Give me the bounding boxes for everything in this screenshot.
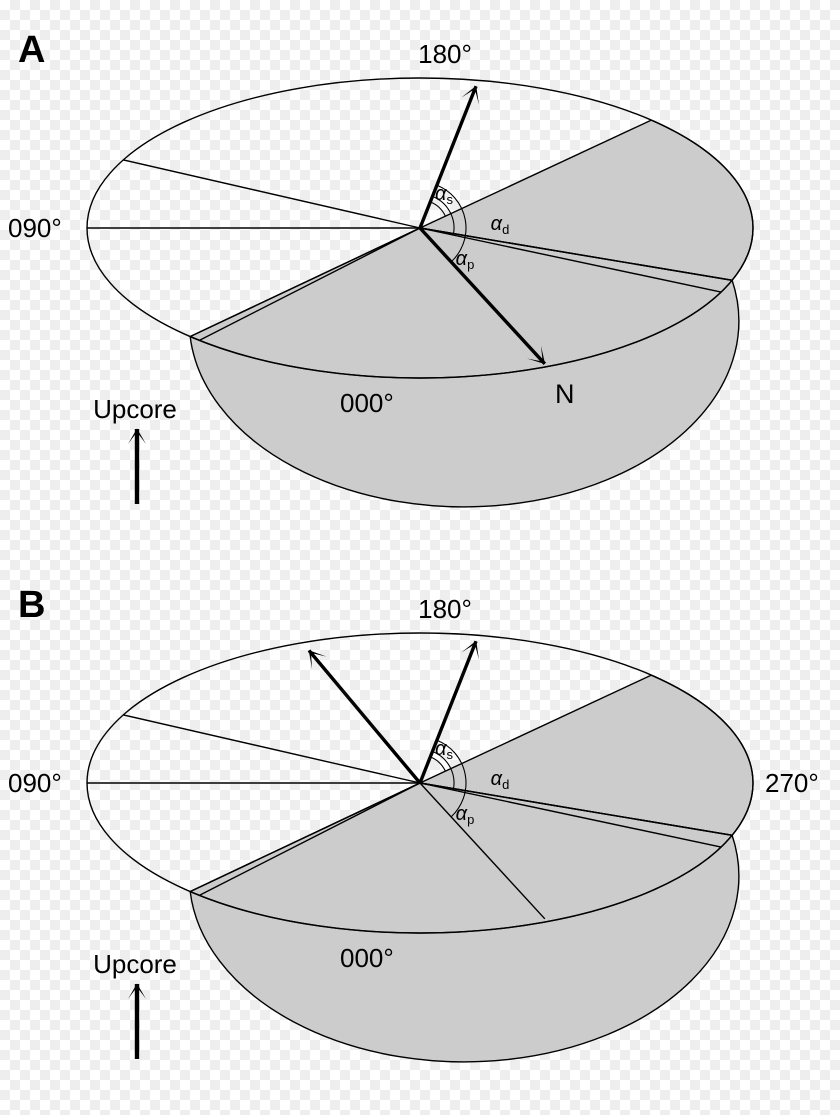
svg-text:N: N [555, 379, 575, 409]
svg-text:A: A [18, 29, 45, 71]
svg-text:000°: 000° [340, 388, 394, 418]
svg-text:αs: αs [435, 183, 453, 207]
svg-text:180°: 180° [418, 594, 472, 624]
svg-text:270°: 270° [765, 768, 819, 798]
svg-text:180°: 180° [418, 39, 472, 69]
svg-text:090°: 090° [8, 768, 62, 798]
svg-text:αs: αs [435, 738, 453, 762]
svg-text:000°: 000° [340, 943, 394, 973]
svg-text:B: B [18, 584, 45, 626]
svg-text:090°: 090° [8, 213, 62, 243]
svg-text:Upcore: Upcore [93, 394, 177, 424]
svg-text:Upcore: Upcore [93, 949, 177, 979]
